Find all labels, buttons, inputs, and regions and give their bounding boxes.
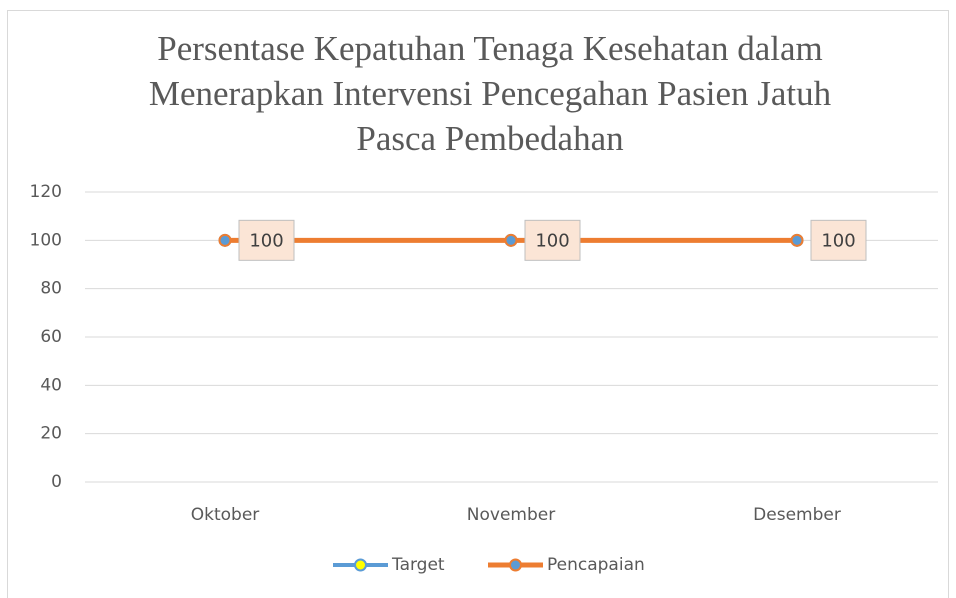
y-tick-label: 20 bbox=[40, 424, 62, 444]
data-label: 100 bbox=[821, 230, 855, 251]
legend-marker bbox=[354, 558, 367, 572]
x-tick-label: November bbox=[467, 505, 555, 525]
marker bbox=[218, 233, 232, 247]
data-label: 100 bbox=[535, 230, 569, 251]
marker bbox=[790, 233, 804, 247]
chart-title: Pasca Pembedahan bbox=[356, 119, 623, 158]
y-tick-label: 80 bbox=[40, 279, 62, 299]
y-tick-label: 100 bbox=[30, 230, 62, 250]
data-label-box bbox=[810, 219, 867, 261]
legend-label: Target bbox=[391, 555, 445, 575]
data-label: 100 bbox=[249, 230, 283, 251]
legend-marker bbox=[509, 558, 522, 572]
y-tick-label: 40 bbox=[40, 375, 62, 395]
legend-label: Pencapaian bbox=[547, 555, 645, 575]
y-tick-label: 0 bbox=[51, 472, 62, 492]
data-label-box bbox=[524, 219, 581, 261]
y-tick-label: 60 bbox=[40, 327, 62, 347]
marker bbox=[504, 233, 518, 247]
chart-title: Persentase Kepatuhan Tenaga Kesehatan da… bbox=[157, 29, 823, 68]
data-label-box bbox=[238, 219, 295, 261]
y-tick-label: 120 bbox=[30, 182, 62, 202]
chart-border bbox=[7, 10, 949, 598]
x-tick-label: Desember bbox=[753, 505, 841, 525]
x-tick-label: Oktober bbox=[191, 505, 260, 525]
chart-title: Menerapkan Intervensi Pencegahan Pasien … bbox=[149, 74, 832, 113]
